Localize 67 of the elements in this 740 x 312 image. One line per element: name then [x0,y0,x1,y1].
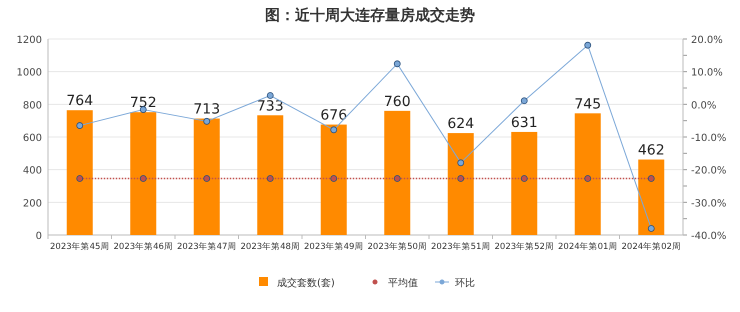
x-tick-label: 2023年第50周 [368,241,427,252]
bar [66,110,93,235]
point [584,42,592,49]
data-label: 631 [510,114,538,131]
y2-tick-label: -40.0% [691,231,726,242]
point [457,175,464,182]
bar [194,118,220,235]
point [266,92,274,99]
bar [384,110,410,235]
data-label: 745 [574,96,602,112]
bar [638,160,664,235]
point [203,118,210,125]
x-tick-label: 2023年第46周 [114,241,173,252]
y-tick-label: 1200 [16,35,42,46]
point [330,126,338,134]
point [394,60,401,68]
x-tick-label: 2023年第48周 [240,241,300,252]
bar [511,132,538,235]
y-tick-label: 600 [22,133,42,144]
y-tick-label: 200 [22,198,42,210]
y-tick-label: 400 [22,166,42,177]
data-label: 624 [447,116,474,132]
x-tick-label: 2024年第01周 [558,241,618,252]
point [140,175,147,182]
point [266,175,274,182]
data-label: 764 [66,93,94,110]
data-label: 752 [130,95,157,112]
y-tick-label: 800 [22,100,42,112]
y2-tick-label: -30.0% [691,198,726,210]
x-tick-label: 2023年第52周 [494,241,554,252]
x-tick-label: 2023年第51周 [431,241,490,252]
data-label: 462 [638,142,665,159]
y2-tick-label: -10.0% [691,133,726,144]
point [520,97,528,104]
data-label: 733 [256,98,284,114]
point [203,175,210,182]
legend-label: 成交套数(套) [277,277,335,289]
bar [448,133,474,235]
bar [130,112,156,235]
legend-label: 平均值 [388,277,418,289]
y2-tick-label: 0.0% [691,100,716,112]
point [76,175,84,182]
data-label: 760 [384,94,411,110]
legend-label: 环比 [455,277,475,289]
point [330,175,338,182]
point [520,175,528,182]
y2-tick-label: -20.0% [691,166,726,177]
data-label: 713 [193,102,220,118]
point [648,175,655,182]
point [76,122,84,129]
point [394,175,401,182]
y2-tick-label: 20.0% [691,35,723,46]
point [584,175,592,182]
y-tick-label: 0 [36,231,42,242]
bar [320,124,347,235]
chart-title: 图：近十周大连存量房成交走势 [265,6,475,24]
bar [574,113,601,235]
point [457,159,464,166]
bar [257,115,284,235]
data-label: 676 [320,108,348,124]
x-tick-label: 2024年第02周 [622,241,681,252]
point [648,225,655,232]
x-tick-label: 2023年第49周 [304,241,364,252]
x-tick-label: 2023年第45周 [50,241,110,252]
y2-tick-label: 10.0% [691,68,723,79]
x-tick-label: 2023年第47周 [177,241,236,252]
y-tick-label: 1000 [16,68,42,79]
